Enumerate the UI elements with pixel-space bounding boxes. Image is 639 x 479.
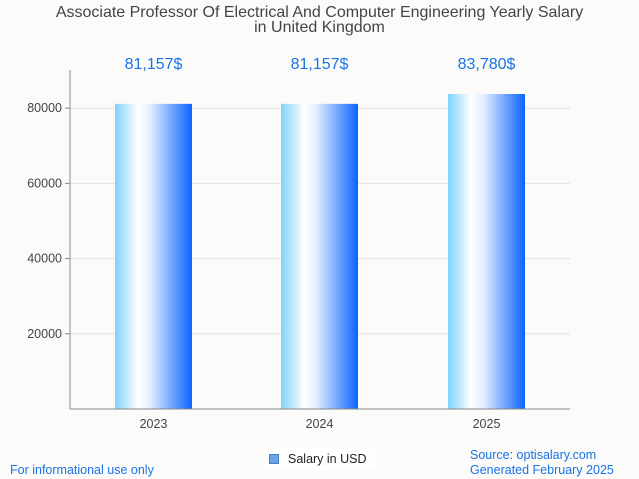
footer-disclaimer: For informational use only <box>10 463 154 477</box>
bar-2024 <box>281 103 358 410</box>
y-tick-label: 60000 <box>27 176 62 190</box>
legend: Salary in USD <box>263 448 375 470</box>
chart-subtitle: in United Kingdom <box>254 19 385 36</box>
x-tick-label: 2025 <box>473 417 501 431</box>
footer-source: Source: optisalary.com <box>470 448 597 462</box>
y-tick-label: 20000 <box>27 327 62 341</box>
legend-swatch <box>269 454 279 464</box>
y-tick-label: 40000 <box>27 252 62 266</box>
x-tick-label: 2023 <box>140 417 168 431</box>
y-tick-label: 80000 <box>27 101 62 115</box>
legend-label: Salary in USD <box>288 452 367 466</box>
data-label: 83,780$ <box>458 56 516 73</box>
data-label: 81,157$ <box>125 56 183 73</box>
bar-2025 <box>448 93 525 410</box>
bar-2023 <box>115 103 192 410</box>
footer-generated: Generated February 2025 <box>470 463 614 477</box>
x-tick-label: 2024 <box>306 417 334 431</box>
chart-title: Associate Professor Of Electrical And Co… <box>55 4 584 21</box>
data-label: 81,157$ <box>291 56 349 73</box>
